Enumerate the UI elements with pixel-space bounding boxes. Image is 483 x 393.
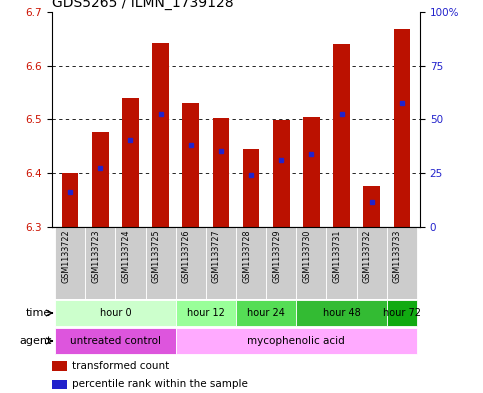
Text: untreated control: untreated control: [70, 336, 161, 346]
Bar: [85, 227, 115, 299]
Bar: [55, 227, 85, 299]
Bar: [387, 300, 417, 325]
Bar: [115, 227, 145, 299]
Bar: [176, 300, 236, 325]
Text: GSM1133730: GSM1133730: [302, 229, 312, 283]
Text: hour 48: hour 48: [323, 308, 360, 318]
Bar: [145, 227, 176, 299]
Bar: [363, 186, 380, 227]
Bar: [394, 29, 410, 227]
Bar: [333, 44, 350, 227]
Text: GSM1133731: GSM1133731: [333, 229, 341, 283]
Bar: [273, 119, 289, 227]
Bar: [55, 300, 176, 325]
Bar: [55, 329, 176, 354]
Bar: [213, 118, 229, 227]
Text: hour 12: hour 12: [187, 308, 225, 318]
Text: GSM1133727: GSM1133727: [212, 229, 221, 283]
Text: GSM1133722: GSM1133722: [61, 229, 70, 283]
Text: GSM1133732: GSM1133732: [363, 229, 372, 283]
Text: GDS5265 / ILMN_1739128: GDS5265 / ILMN_1739128: [52, 0, 234, 9]
Bar: [243, 149, 259, 227]
Bar: [297, 227, 327, 299]
Bar: [387, 227, 417, 299]
Bar: [327, 227, 356, 299]
Bar: [303, 117, 320, 227]
Text: time: time: [26, 308, 51, 318]
Text: GSM1133724: GSM1133724: [121, 229, 130, 283]
Text: transformed count: transformed count: [72, 361, 170, 371]
Text: GSM1133725: GSM1133725: [152, 229, 160, 283]
Text: GSM1133729: GSM1133729: [272, 229, 281, 283]
Text: hour 24: hour 24: [247, 308, 285, 318]
Bar: [176, 329, 417, 354]
Text: GSM1133728: GSM1133728: [242, 229, 251, 283]
Text: hour 0: hour 0: [99, 308, 131, 318]
Bar: [52, 362, 67, 371]
Text: mycophenolic acid: mycophenolic acid: [247, 336, 345, 346]
Bar: [92, 132, 109, 227]
Bar: [176, 227, 206, 299]
Text: percentile rank within the sample: percentile rank within the sample: [72, 380, 248, 389]
Bar: [152, 43, 169, 227]
Text: hour 72: hour 72: [383, 308, 421, 318]
Bar: [266, 227, 297, 299]
Text: GSM1133733: GSM1133733: [393, 229, 402, 283]
Bar: [52, 380, 67, 389]
Bar: [297, 300, 387, 325]
Bar: [236, 227, 266, 299]
Text: GSM1133726: GSM1133726: [182, 229, 191, 283]
Bar: [122, 98, 139, 227]
Bar: [183, 103, 199, 227]
Bar: [356, 227, 387, 299]
Text: GSM1133723: GSM1133723: [91, 229, 100, 283]
Bar: [62, 173, 78, 227]
Bar: [206, 227, 236, 299]
Bar: [236, 300, 297, 325]
Text: agent: agent: [19, 336, 51, 346]
